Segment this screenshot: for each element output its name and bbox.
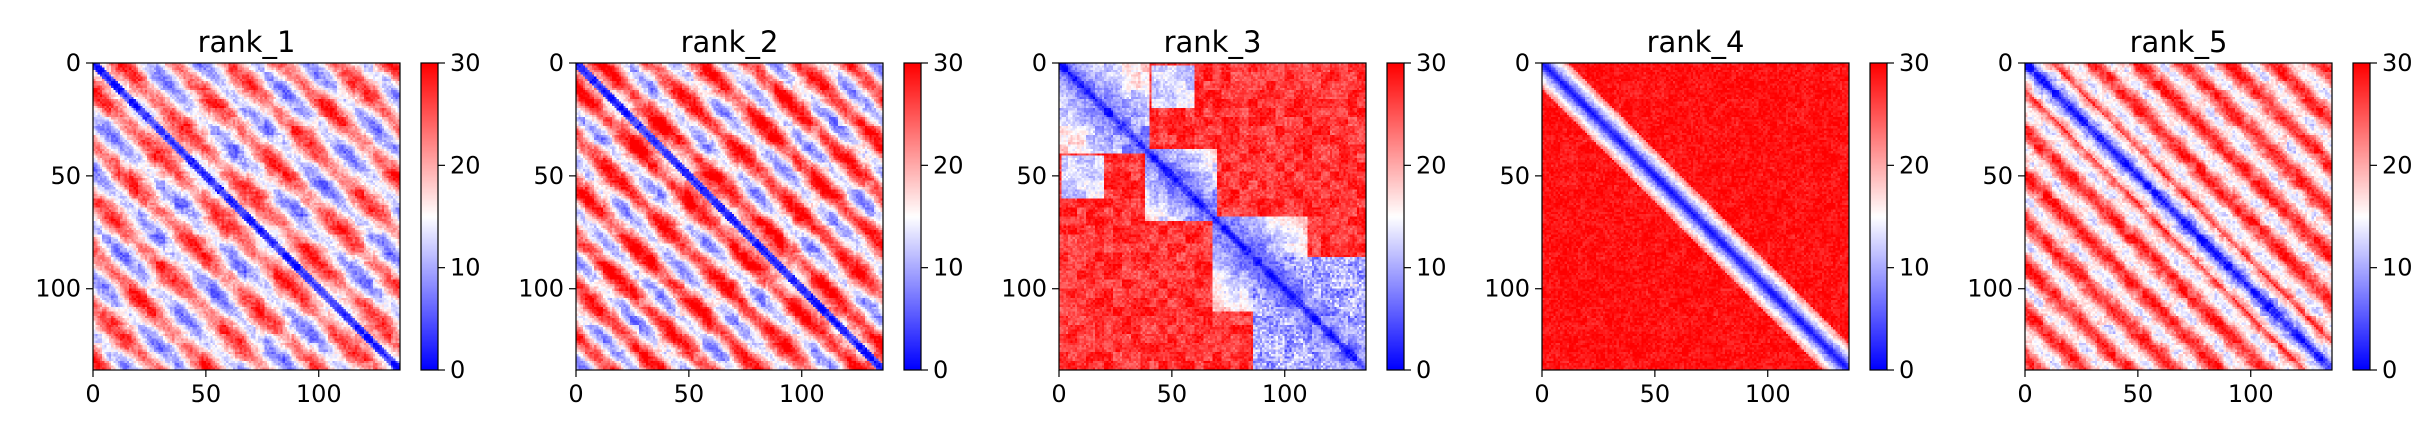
- colorbar-tick-label: 30: [933, 49, 964, 77]
- x-tick-label: 50: [1157, 380, 1188, 408]
- x-tick-label: 0: [2017, 380, 2032, 408]
- y-tick-label: 0: [1032, 49, 1047, 77]
- colorbar-tick-label: 20: [1899, 151, 1930, 179]
- panel-rank_2: rank_2 0 50 100 0 50 100 0 10 20 30: [518, 25, 963, 408]
- colorbar-tick-label: 20: [1416, 151, 1447, 179]
- colorbar-tick-label: 30: [1899, 49, 1930, 77]
- x-tick-label: 0: [568, 380, 583, 408]
- plot-frame: [2024, 62, 2333, 371]
- y-tick-label: 50: [1016, 162, 1047, 190]
- y-tick-label: 0: [549, 49, 564, 77]
- y-tick-label: 100: [518, 275, 564, 303]
- colorbar-tick-label: 10: [450, 254, 481, 282]
- heatmap-image: [2025, 63, 2332, 370]
- plot-frame: [1541, 62, 1850, 371]
- x-tick-label: 100: [2228, 380, 2274, 408]
- heatmap-image: [576, 63, 883, 370]
- colorbar-tick-label: 0: [2382, 356, 2397, 384]
- y-tick-label: 0: [1998, 49, 2013, 77]
- heatmap-image: [93, 63, 400, 370]
- colorbar-tick-label: 30: [450, 49, 481, 77]
- y-tick-label: 100: [1484, 275, 1530, 303]
- colorbar: [2353, 63, 2370, 370]
- x-tick-label: 100: [296, 380, 342, 408]
- colorbar-tick-label: 0: [1416, 356, 1431, 384]
- chart-title: rank_1: [198, 25, 296, 59]
- chart-title: rank_4: [1647, 25, 1745, 59]
- heatmap-image: [1059, 63, 1366, 370]
- y-tick-label: 0: [1515, 49, 1530, 77]
- colorbar-tick-label: 0: [933, 356, 948, 384]
- x-tick-label: 0: [1051, 380, 1066, 408]
- plot-frame: [1058, 62, 1367, 371]
- plot-frame: [575, 62, 884, 371]
- colorbar-frame: [1869, 62, 1888, 371]
- plot-frame: [92, 62, 401, 371]
- y-tick-label: 50: [1499, 162, 1530, 190]
- x-tick-label: 50: [674, 380, 705, 408]
- colorbar: [904, 63, 921, 370]
- y-tick-label: 50: [50, 162, 81, 190]
- y-tick-label: 100: [35, 275, 81, 303]
- y-tick-label: 50: [1982, 162, 2013, 190]
- colorbar-frame: [2352, 62, 2371, 371]
- chart-title: rank_5: [2130, 25, 2228, 59]
- colorbar-tick-label: 10: [1899, 254, 1930, 282]
- colorbar-tick-label: 10: [933, 254, 964, 282]
- colorbar: [1387, 63, 1404, 370]
- chart-title: rank_2: [681, 25, 779, 59]
- colorbar-tick-label: 0: [450, 356, 465, 384]
- x-tick-label: 50: [191, 380, 222, 408]
- y-tick-label: 100: [1001, 275, 1047, 303]
- colorbar: [421, 63, 438, 370]
- panel-rank_3: rank_3 0 50 100 0 50 100 0 10 20 30: [1001, 25, 1446, 408]
- colorbar-tick-label: 0: [1899, 356, 1914, 384]
- colorbar-frame: [1386, 62, 1405, 371]
- x-tick-label: 0: [1534, 380, 1549, 408]
- colorbar: [1870, 63, 1887, 370]
- panel-rank_5: rank_5 0 50 100 0 50 100 0 10 20 30: [1967, 25, 2412, 408]
- x-tick-label: 0: [85, 380, 100, 408]
- y-tick-label: 100: [1967, 275, 2013, 303]
- colorbar-tick-label: 20: [2382, 151, 2413, 179]
- x-tick-label: 100: [1262, 380, 1308, 408]
- heatmap-image: [1542, 63, 1849, 370]
- x-tick-label: 50: [1640, 380, 1671, 408]
- x-tick-label: 100: [779, 380, 825, 408]
- colorbar-frame: [903, 62, 922, 371]
- panel-rank_1: rank_1 0 50 100 0 50 100 0 10 20 30: [35, 25, 480, 408]
- colorbar-tick-label: 30: [1416, 49, 1447, 77]
- colorbar-frame: [420, 62, 439, 371]
- colorbar-tick-label: 30: [2382, 49, 2413, 77]
- y-tick-label: 0: [66, 49, 81, 77]
- colorbar-tick-label: 20: [933, 151, 964, 179]
- y-tick-label: 50: [533, 162, 564, 190]
- colorbar-tick-label: 10: [1416, 254, 1447, 282]
- colorbar-tick-label: 20: [450, 151, 481, 179]
- x-tick-label: 100: [1745, 380, 1791, 408]
- x-tick-label: 50: [2123, 380, 2154, 408]
- colorbar-tick-label: 10: [2382, 254, 2413, 282]
- panel-rank_4: rank_4 0 50 100 0 50 100 0 10 20 30: [1484, 25, 1929, 408]
- chart-title: rank_3: [1164, 25, 1262, 59]
